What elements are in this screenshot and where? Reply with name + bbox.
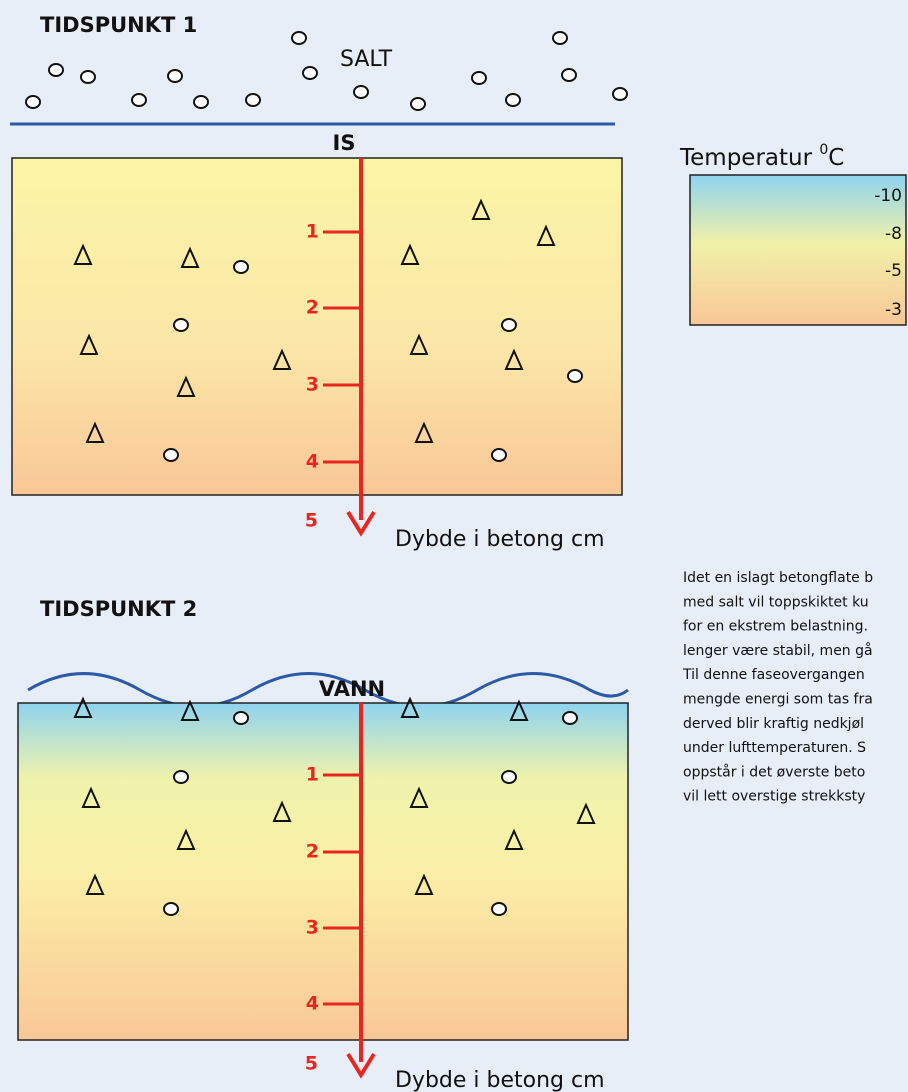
ion-circle <box>562 69 576 81</box>
ion-circle <box>472 72 486 84</box>
concrete-block <box>18 703 628 1040</box>
ion-circle <box>502 771 516 783</box>
ion-circle <box>303 67 317 79</box>
ion-circle <box>563 712 577 724</box>
ion-circle <box>492 449 506 461</box>
legend-label: -8 <box>885 224 902 244</box>
depth-tick-label: 5 <box>305 1053 318 1075</box>
depth-tick-label: 2 <box>306 841 319 863</box>
paragraph-line: vil lett overstige strekksty <box>683 789 865 805</box>
ion-circle <box>234 261 248 273</box>
depth-tick-label: 1 <box>306 221 319 243</box>
ion-circle <box>164 449 178 461</box>
paragraph-line: lenger være stabil, men gå <box>683 642 873 659</box>
axis-label: Dybde i betong cm <box>395 527 605 552</box>
legend-title: Temperatur 0C <box>679 142 844 171</box>
ion-circle <box>492 903 506 915</box>
paragraph-line: under lufttemperaturen. S <box>683 740 866 756</box>
depth-tick-label: 4 <box>306 993 319 1015</box>
ion-circle <box>613 88 627 100</box>
page: {"diagram_1": {"title": "TIDSPUNKT 1", "… <box>0 0 908 1092</box>
ion-circle <box>26 96 40 108</box>
depth-tick-label: 3 <box>306 374 319 396</box>
legend-title-sup: 0 <box>819 142 828 158</box>
depth-tick-label: 3 <box>306 917 319 939</box>
paragraph-line: Til denne faseovergangen <box>682 667 865 683</box>
ion-circle <box>246 94 260 106</box>
ion-circle <box>81 71 95 83</box>
ion-circle <box>354 86 368 98</box>
ion-circle <box>234 712 248 724</box>
ion-circle <box>174 771 188 783</box>
legend-label: -3 <box>885 300 902 320</box>
ion-circle <box>164 903 178 915</box>
ion-circle <box>506 94 520 106</box>
ion-circle <box>292 32 306 44</box>
ion-circle <box>194 96 208 108</box>
depth-tick-label: 4 <box>306 451 319 473</box>
depth-tick-label: 2 <box>306 297 319 319</box>
diagram-title: TIDSPUNKT 2 <box>40 597 197 621</box>
paragraph-line: for en ekstrem belastning. <box>683 619 868 635</box>
paragraph-line: med salt vil toppskiktet ku <box>683 594 869 610</box>
salt-label: SALT <box>340 47 393 72</box>
ion-circle <box>553 32 567 44</box>
paragraph-line: mengde energi som tas fra <box>683 692 873 708</box>
paragraph-line: oppstår i det øverste beto <box>683 763 865 780</box>
depth-tick-label: 5 <box>305 510 318 532</box>
depth-tick-label: 1 <box>306 764 319 786</box>
paragraph-line: derved blir kraftig nedkjøl <box>683 716 864 732</box>
ion-circle <box>174 319 188 331</box>
paragraph-line: Idet en islagt betongflate b <box>683 570 873 586</box>
diagram-title: TIDSPUNKT 1 <box>40 13 197 37</box>
ion-circle <box>132 94 146 106</box>
surface-label: VANN <box>319 677 385 701</box>
legend-label: -5 <box>885 261 902 281</box>
ion-circle <box>411 98 425 110</box>
legend-title-unit: C <box>828 145 844 171</box>
ion-circle <box>49 64 63 76</box>
ion-circle <box>568 370 582 382</box>
ion-circle <box>502 319 516 331</box>
concrete-block <box>12 158 622 495</box>
axis-label: Dybde i betong cm <box>395 1068 605 1092</box>
diagram-canvas: TIDSPUNKT 1 SALT IS 1 2 3 4 5 Dybde i betong… <box>0 0 908 1092</box>
surface-label: IS <box>333 131 356 155</box>
legend-label: -10 <box>874 186 902 206</box>
ion-circle <box>168 70 182 82</box>
legend-title-text: Temperatur <box>679 145 819 171</box>
